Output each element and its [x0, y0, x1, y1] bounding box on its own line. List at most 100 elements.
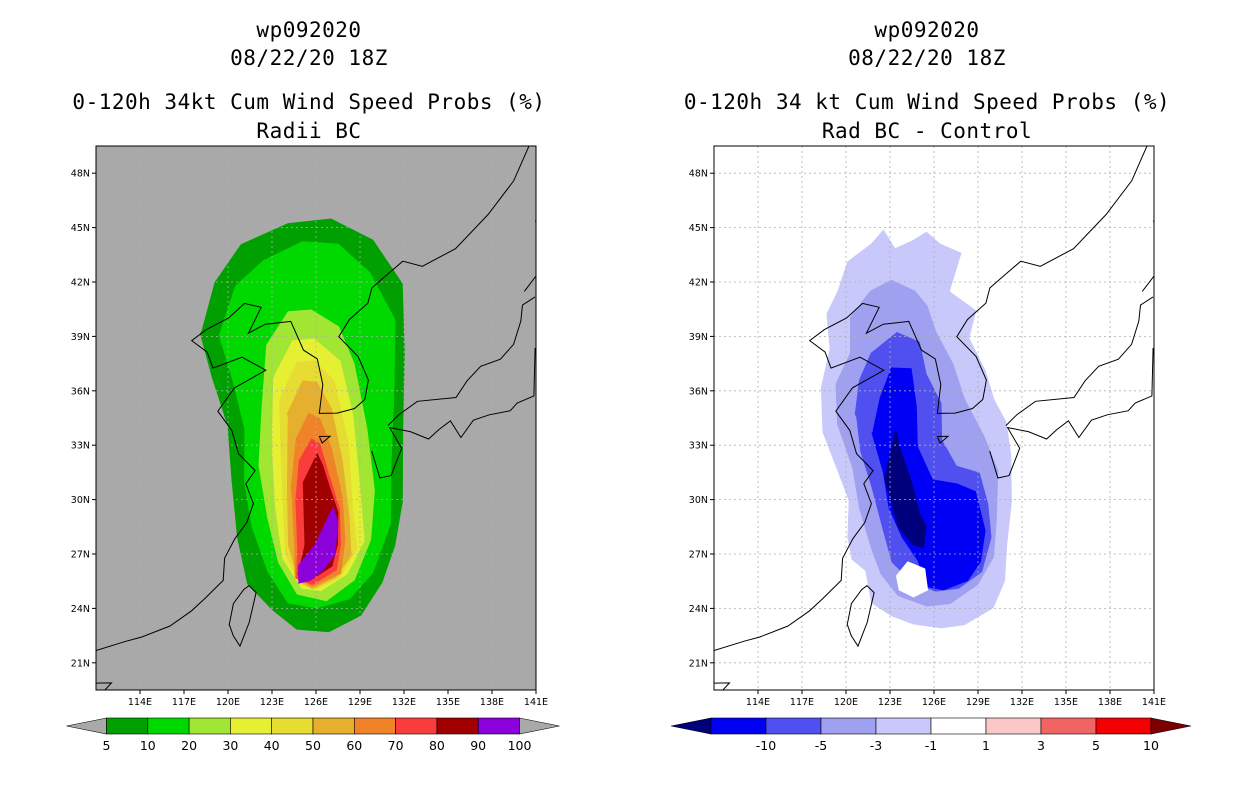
colorbar-label: 50 — [305, 738, 321, 753]
colorbar-swatch — [1040, 717, 1097, 735]
lat-label: 45N — [71, 223, 90, 234]
colorbar-swatch — [106, 717, 149, 735]
lat-label: 30N — [689, 495, 708, 506]
datetime-title: 08/22/20 18Z — [848, 46, 1006, 70]
lon-label: 138E — [480, 697, 504, 708]
lat-label: 48N — [689, 169, 708, 180]
graticule — [714, 146, 1154, 690]
left-map-figure: 48N 45N 42N 39N 36N 33N 30N 27N 24N 21N 114E 117E 12… — [66, 145, 560, 753]
lon-label: 114E — [128, 697, 152, 708]
colorbar-swatch — [930, 717, 987, 735]
colorbar-label: 60 — [346, 738, 362, 753]
colorbar-swatch — [230, 717, 272, 735]
coastline-segment — [1153, 203, 1154, 205]
colorbar-swatch — [710, 717, 767, 735]
lon-label: 141E — [524, 697, 548, 708]
colorbar-swatch — [765, 717, 822, 735]
colorbar-swatch — [312, 717, 355, 735]
colorbar-label: -5 — [815, 738, 827, 753]
storm-id-title: wp092020 — [874, 18, 980, 42]
coastline-segment — [96, 146, 530, 651]
colorbar-swatch — [271, 717, 314, 735]
lat-label: 24N — [689, 604, 708, 615]
colorbar-label: 80 — [429, 738, 445, 753]
lon-label: 135E — [1054, 697, 1078, 708]
coastline-segment — [371, 347, 536, 479]
lat-label: 42N — [689, 278, 708, 289]
coastline-segment — [989, 347, 1154, 479]
lon-label: 126E — [304, 697, 328, 708]
lon-label: 120E — [216, 697, 240, 708]
datetime-title: 08/22/20 18Z — [230, 46, 388, 70]
colorbar: 5 10 20 30 40 50 60 70 80 90 100 — [66, 717, 560, 753]
storm-id-title: wp092020 — [256, 18, 362, 42]
lat-label: 39N — [689, 332, 708, 343]
lat-label: 36N — [71, 386, 90, 397]
lat-label: 24N — [71, 604, 90, 615]
method-subtitle: Radii BC — [256, 119, 362, 143]
colorbar-swatch — [985, 717, 1042, 735]
colorbar-swatch — [477, 717, 520, 735]
coastline-segment — [535, 203, 536, 205]
colorbar-swatch — [875, 717, 932, 735]
lon-label: 132E — [392, 697, 416, 708]
colorbar-swatch — [1095, 717, 1152, 735]
lat-label: 39N — [71, 332, 90, 343]
lon-label: 138E — [1098, 697, 1122, 708]
lat-label: 42N — [71, 278, 90, 289]
colorbar-swatch — [353, 717, 396, 735]
coastline-segment — [228, 585, 257, 648]
coastline-segment — [714, 146, 1148, 651]
product-title: 0-120h 34 kt Cum Wind Speed Probs (%) — [683, 90, 1171, 114]
colorbar-label: 3 — [1037, 738, 1045, 753]
product-title: 0-120h 34kt Cum Wind Speed Probs (%) — [72, 90, 546, 114]
colorbar-label: 30 — [222, 738, 238, 753]
contour--10 — [871, 367, 986, 591]
colorbar-swatch — [147, 717, 190, 735]
colorbar-label: 100 — [508, 738, 532, 753]
coastlines — [714, 146, 1154, 690]
colorbar-high-end — [1150, 717, 1192, 735]
lon-label: 126E — [922, 697, 946, 708]
lat-label: 21N — [689, 658, 708, 669]
colorbar-label: 10 — [140, 738, 156, 753]
lat-label: 30N — [71, 495, 90, 506]
colorbar-swatch — [188, 717, 231, 735]
graticule — [96, 146, 536, 690]
coastline-segment — [846, 585, 875, 648]
coastline-segment — [318, 435, 332, 444]
lon-label: 117E — [172, 697, 196, 708]
lon-label: 120E — [834, 697, 858, 708]
colorbar-label: -3 — [870, 738, 882, 753]
lon-label: 117E — [790, 697, 814, 708]
lon-label: 141E — [1142, 697, 1166, 708]
right-map-figure: 48N 45N 42N 39N 36N 33N 30N 27N 24N 21N 114E 117E 12… — [670, 145, 1192, 753]
lon-label: 123E — [260, 697, 284, 708]
lat-label: 33N — [71, 441, 90, 452]
colorbar: -10 -5 -3 -1 1 3 5 10 — [670, 717, 1192, 753]
coastline-segment — [1141, 220, 1154, 292]
coastline-segment — [714, 682, 731, 690]
colorbar-swatch — [820, 717, 877, 735]
colorbar-label: 90 — [470, 738, 486, 753]
colorbar-high-end — [519, 717, 560, 735]
probability-contours — [200, 218, 405, 633]
colorbar-label: 10 — [1143, 738, 1159, 753]
colorbar-label: -10 — [756, 738, 776, 753]
lon-label: 129E — [348, 697, 372, 708]
lat-label: 45N — [689, 223, 708, 234]
lat-label: 48N — [71, 169, 90, 180]
lat-label: 33N — [689, 441, 708, 452]
colorbar-low-end — [670, 717, 712, 735]
left-map-panel: wp092020 08/22/20 18Z 0-120h 34kt Cum Wi… — [66, 18, 560, 753]
colorbar-label: 20 — [181, 738, 197, 753]
lat-label: 36N — [689, 386, 708, 397]
coastlines — [96, 146, 536, 690]
colorbar-label: 1 — [982, 738, 990, 753]
contour-<-10 — [884, 427, 927, 549]
colorbar-low-end — [66, 717, 107, 735]
coastline-segment — [523, 220, 536, 292]
colorbar-label: 5 — [103, 738, 111, 753]
colorbar-swatch — [395, 717, 438, 735]
right-map-panel: wp092020 08/22/20 18Z 0-120h 34 kt Cum W… — [618, 0, 1236, 800]
